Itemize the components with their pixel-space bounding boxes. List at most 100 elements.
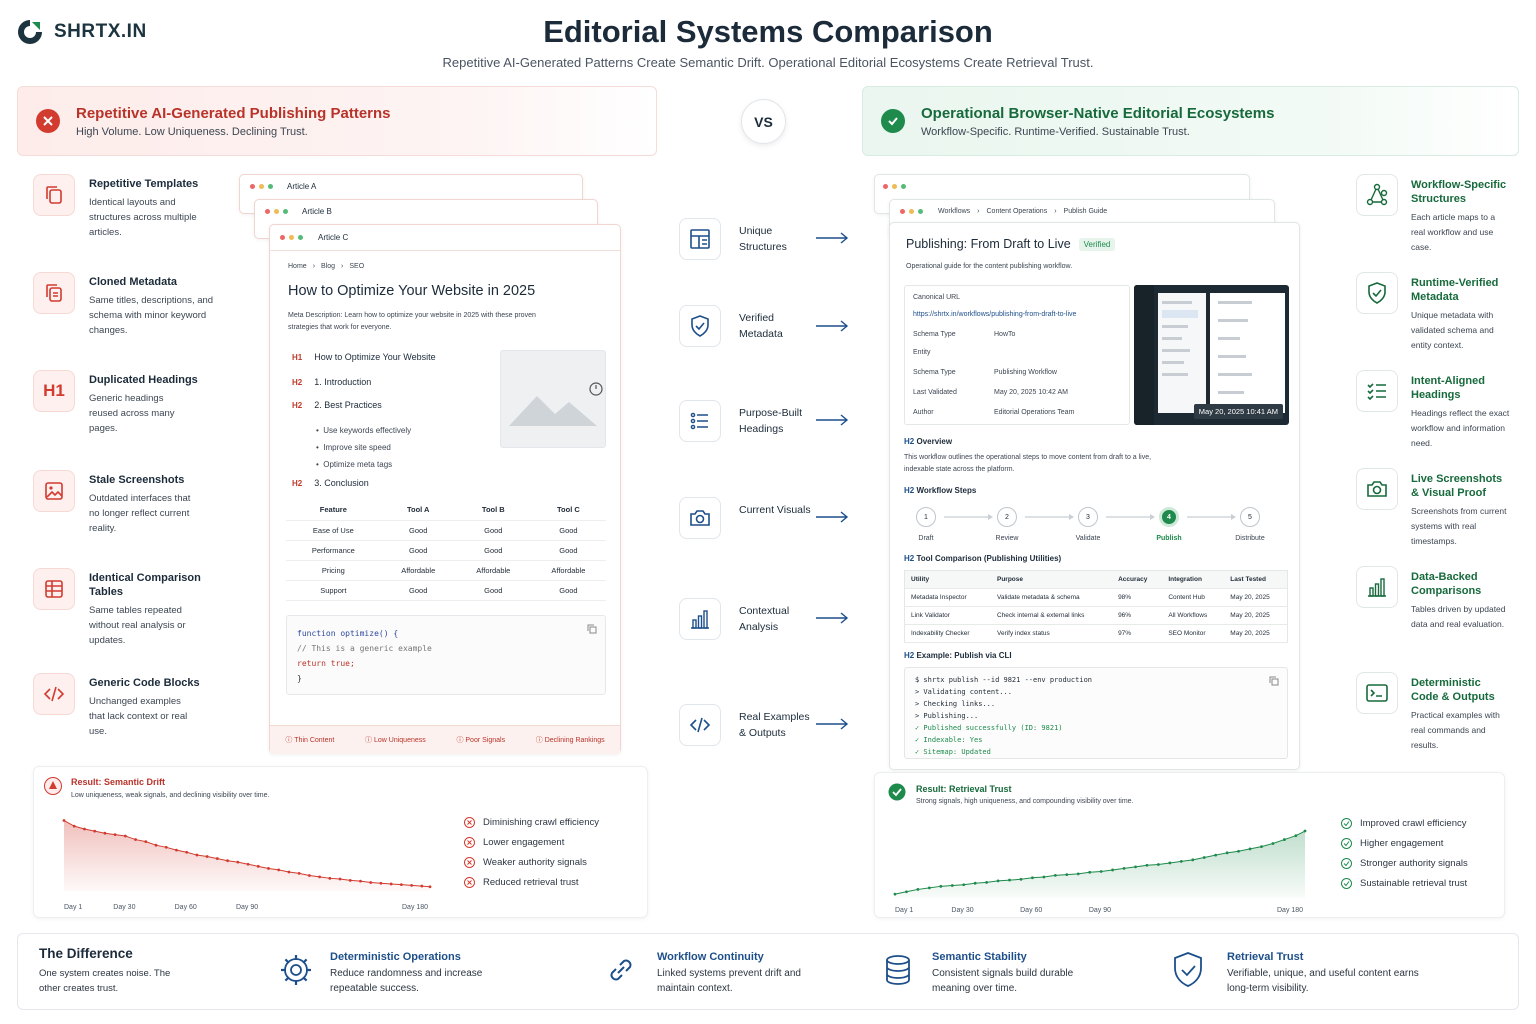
chart-point (1271, 842, 1275, 845)
copy-icon[interactable] (1269, 676, 1279, 686)
step-label: Validate (1075, 535, 1101, 542)
chart-point (246, 862, 250, 866)
step-2[interactable]: 2 (997, 507, 1017, 527)
chart-point (962, 883, 966, 887)
table-row: Indexability Checker Verify index status 9… (904, 624, 1288, 643)
footer-item: Semantic Stability Consistent signals bui… (932, 951, 1074, 994)
chart-point (973, 881, 977, 885)
chart-point (267, 867, 270, 870)
page-title: Editorial Systems Comparison (543, 14, 993, 49)
chart-point (1088, 870, 1092, 874)
x-circle-icon (464, 857, 475, 868)
meta-label: Last Validated (913, 389, 957, 396)
result-item: Sustainable retrieval trust (1341, 878, 1468, 889)
overview-heading: H2 Overview (904, 437, 953, 446)
link-icon (610, 959, 632, 981)
chart-point (1053, 874, 1057, 877)
breadcrumb-item[interactable]: Content Operations (986, 208, 1048, 215)
cli-heading: H2 Example: Publish via CLI (904, 651, 1012, 660)
tool-comparison-heading: H2 Tool Comparison (Publishing Utilities… (904, 554, 1062, 563)
warning-icon (44, 777, 62, 795)
chart-point (927, 886, 931, 890)
chart-point (1019, 877, 1023, 881)
step-3[interactable]: 3 (1078, 507, 1098, 527)
chart-point (256, 864, 260, 868)
step-4-active[interactable]: 4 (1159, 507, 1179, 527)
footer-item: Deterministic Operations Reduce randomnes… (330, 951, 483, 994)
table-row: Feature Tool A Tool B Tool C (286, 500, 606, 521)
breadcrumb-item[interactable]: Publish Guide (1063, 208, 1108, 215)
chart-point (905, 890, 908, 894)
meta-label: Author (913, 409, 934, 416)
chart-point (359, 879, 362, 883)
chart-point (297, 871, 301, 875)
copy-icon[interactable] (587, 624, 597, 634)
footer-item: Workflow Continuity Linked systems preven… (657, 951, 801, 994)
footer-difference: The Difference One system creates noise.… (17, 933, 1519, 1010)
tab-article-b[interactable]: Article B (302, 207, 332, 216)
chart-point (1248, 847, 1252, 851)
right-panel-subtitle: Workflow-Specific. Runtime-Verified. Sus… (921, 125, 1190, 138)
chart-point (996, 879, 1000, 883)
footer-item: Retrieval Trust Verifiable, unique, and u… (1227, 951, 1419, 994)
chart-point (338, 877, 342, 881)
footer-title: The Difference (39, 946, 133, 961)
chart-point (1134, 865, 1137, 869)
x-tick-label: Day 1 (64, 904, 82, 911)
metadata-panel: Canonical URL https://shrtx.in/workflows… (904, 285, 1130, 425)
chart-point (389, 882, 393, 886)
step-label: Distribute (1235, 535, 1265, 542)
feature-desc: Generic headings reused across many page… (89, 393, 175, 434)
h1-icon: H1 (33, 370, 75, 412)
meta-label: Entity (913, 349, 931, 356)
x-circle-icon (464, 837, 475, 848)
x-circle-icon (464, 817, 475, 828)
chart-point (307, 874, 311, 877)
breadcrumb: Workflows › Content Operations › Publish G… (938, 208, 1108, 215)
table-row: Ease of Use Good Good Good (286, 520, 606, 541)
step-5[interactable]: 5 (1240, 507, 1260, 527)
left-result-panel: Result: Semantic Drift Low uniqueness, w… (33, 766, 648, 918)
tab-article-a[interactable]: Article A (287, 182, 317, 191)
chart-point (1282, 838, 1286, 841)
tab-article-c[interactable]: Article C (318, 233, 349, 242)
feature-title: Duplicated Headings (89, 374, 198, 386)
chart-point (287, 870, 291, 874)
duplicate-doc-icon (33, 272, 75, 314)
chart-area (895, 831, 1305, 898)
code-icon (33, 673, 75, 715)
x-tick-label: Day 90 (236, 904, 258, 911)
breadcrumb-item[interactable]: Blog (321, 263, 336, 270)
chart-point (1303, 829, 1307, 833)
chart-point (1157, 863, 1160, 866)
middle-label: Real Examples & Outputs (739, 711, 810, 739)
meta-value: May 20, 2025 10:42 AM (994, 389, 1068, 396)
feature-title: Stale Screenshots (89, 474, 185, 486)
list-icon (679, 400, 721, 442)
feature-desc: Unchanged examples that lack context or … (89, 696, 188, 737)
x-tick-label: Day 30 (113, 904, 135, 911)
step-1[interactable]: 1 (916, 507, 936, 527)
outline-h1: H1 How to Optimize Your Website (292, 352, 436, 362)
breadcrumb-item[interactable]: Home (288, 263, 307, 270)
image-icon (33, 470, 75, 512)
bar-chart-icon (679, 598, 721, 640)
canonical-url-link[interactable]: https://shrtx.in/workflows/publishing-fr… (913, 311, 1077, 318)
logo[interactable]: SHRTX.IN (16, 18, 147, 46)
live-screenshot: May 20, 2025 10:41 AM (1134, 285, 1289, 425)
breadcrumb-item[interactable]: Workflows (938, 208, 971, 215)
logo-text: SHRTX.IN (54, 21, 147, 42)
chart-point (1031, 876, 1034, 880)
breadcrumb-item[interactable]: SEO (349, 263, 365, 270)
warning-thin-content: ⓘ Thin Content (285, 737, 335, 744)
middle-label: Verified Metadata (739, 312, 783, 340)
chart-point (1111, 868, 1114, 872)
left-panel-title: Repetitive AI-Generated Publishing Patte… (76, 104, 391, 122)
screenshot-timestamp: May 20, 2025 10:41 AM (1193, 404, 1283, 419)
warning-bar: ⓘ Thin Content ⓘ Low Uniqueness ⓘ Poor S… (270, 725, 620, 754)
overview-text: This workflow outlines the operational s… (904, 454, 1152, 473)
x-tick-label: Day 90 (1089, 907, 1111, 914)
chart-point (134, 838, 137, 841)
result-item: Improved crawl efficiency (1341, 818, 1468, 829)
table-row: Metadata Inspector Validate metadata & sc… (904, 588, 1288, 607)
